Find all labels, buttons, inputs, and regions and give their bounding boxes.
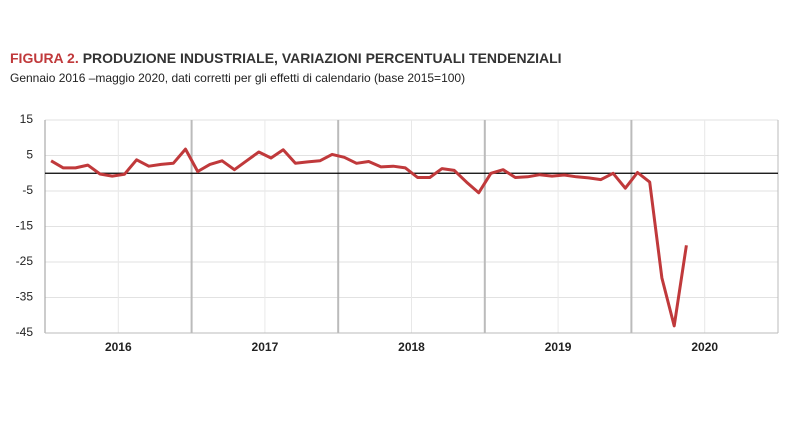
x-tick-label: 2019 xyxy=(545,340,572,354)
chart-title: FIGURA 2. PRODUZIONE INDUSTRIALE, VARIAZI… xyxy=(10,50,562,66)
x-tick-label: 2017 xyxy=(252,340,279,354)
series-line xyxy=(50,147,688,328)
title-text: PRODUZIONE INDUSTRIALE, VARIAZIONI PERCE… xyxy=(83,50,562,66)
y-tick-label: -5 xyxy=(22,183,33,197)
y-tick-label: 15 xyxy=(20,112,34,126)
y-tick-label: 5 xyxy=(26,148,33,162)
y-tick-label: -45 xyxy=(16,325,34,339)
x-tick-label: 2016 xyxy=(105,340,132,354)
y-tick-label: -25 xyxy=(16,254,34,268)
y-tick-label: -35 xyxy=(16,290,34,304)
chart-subtitle: Gennaio 2016 –maggio 2020, dati corretti… xyxy=(10,71,465,85)
figure-label: FIGURA 2. xyxy=(10,50,79,66)
x-tick-label: 2020 xyxy=(691,340,718,354)
y-tick-label: -15 xyxy=(16,219,34,233)
x-tick-label: 2018 xyxy=(398,340,425,354)
